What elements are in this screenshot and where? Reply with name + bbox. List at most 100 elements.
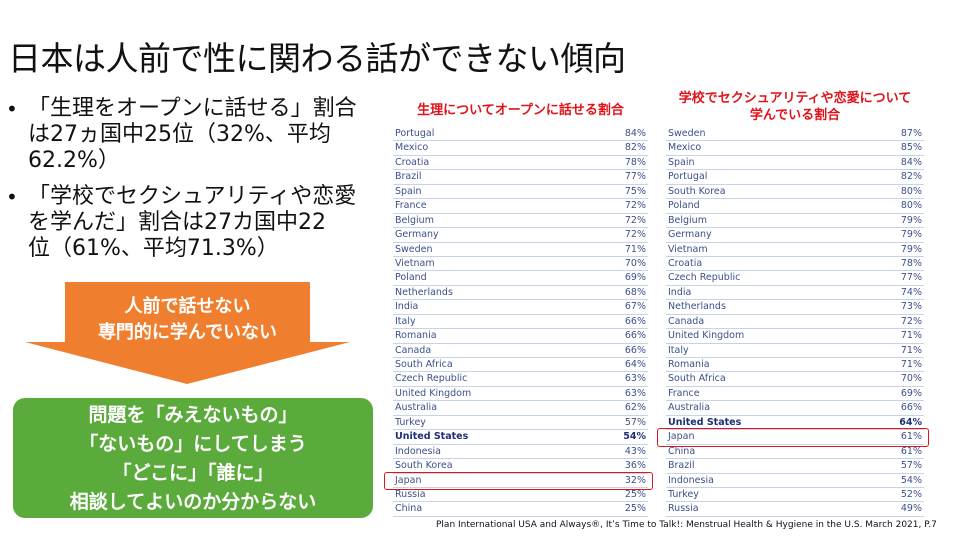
country-name: United Kingdom (395, 387, 472, 399)
country-name: Croatia (668, 257, 703, 269)
slide-title: 日本は人前で性に関わる話ができない傾向 (8, 39, 626, 78)
table-row: Turkey 52% (666, 488, 924, 503)
table-learned-at-school: 学校でセクシュアリティや恋愛について 学んでいる割合 Sweden 87% Mexi… (657, 90, 929, 520)
country-name: Brazil (668, 460, 695, 472)
table-row: Sweden 71% (393, 243, 648, 257)
table-row: Belgium 79% (666, 214, 924, 229)
percent-value: 74% (900, 286, 922, 298)
table-row: United States 64% (666, 416, 924, 431)
country-name: Romania (668, 359, 710, 370)
percent-value: 70% (900, 373, 922, 385)
country-name: Turkey (395, 416, 426, 428)
table-row: China 25% (393, 502, 648, 517)
country-name: Indonesia (395, 445, 441, 457)
table-row: Mexico 85% (666, 141, 924, 156)
percent-value: 79% (900, 214, 922, 226)
country-name: Czech Republic (668, 272, 741, 284)
table-row: Portugal 84% (393, 127, 648, 142)
table-row: Germany 79% (666, 228, 924, 243)
country-name: Japan (668, 431, 695, 443)
percent-value: 25% (624, 503, 646, 515)
percent-value: 80% (900, 185, 922, 197)
country-name: United States (395, 431, 469, 443)
percent-value: 70% (624, 257, 646, 269)
country-name: Mexico (395, 142, 429, 154)
table-row: Spain 75% (393, 185, 648, 200)
percent-value: 82% (624, 142, 646, 154)
table-header: 生理についてオープンに話せる割合 (417, 103, 624, 118)
percent-value: 25% (624, 488, 646, 500)
japan-highlight-box (657, 428, 929, 447)
percent-value: 79% (900, 229, 922, 241)
percent-value: 36% (624, 460, 646, 472)
table-row: Poland 69% (393, 271, 648, 286)
percent-value: 32% (624, 474, 646, 486)
table-row: Italy 66% (393, 315, 648, 330)
country-name: Belgium (668, 214, 707, 226)
country-name: Canada (668, 315, 705, 327)
percent-value: 82% (900, 171, 922, 183)
percent-value: 71% (900, 330, 922, 342)
country-name: Netherlands (395, 286, 453, 298)
country-name: South Africa (395, 359, 453, 370)
table-row: Canada 72% (666, 315, 924, 330)
percent-value: 69% (900, 387, 922, 399)
table-row: Spain 84% (666, 156, 924, 171)
country-name: India (395, 301, 419, 313)
table-row: Japan 32% (393, 474, 648, 488)
country-name: Poland (668, 200, 700, 212)
country-name: France (395, 200, 427, 212)
country-name: Italy (395, 315, 416, 327)
bullet-dot: • (6, 97, 18, 121)
bullet-list: • 「生理をオープンに話せる」割合 は27ヵ国中25位（32%、平均 62.2%… (6, 96, 376, 272)
percent-value: 43% (624, 445, 646, 457)
percent-value: 66% (624, 344, 646, 356)
table-row: Germany 72% (393, 228, 648, 243)
percent-value: 61% (900, 445, 922, 457)
percent-value: 54% (900, 474, 922, 486)
percent-value: 49% (900, 503, 922, 515)
table-row: United Kingdom 71% (666, 329, 924, 344)
table-row: South Africa 70% (666, 372, 924, 387)
percent-value: 79% (900, 243, 922, 255)
table-row: Indonesia 54% (666, 474, 924, 488)
country-name: United States (668, 416, 742, 428)
percent-value: 62% (624, 402, 646, 414)
table-row: India 67% (393, 300, 648, 315)
table-row: South Korea 36% (393, 459, 648, 474)
bullet-dot: • (6, 185, 18, 209)
table-row: Czech Republic 63% (393, 372, 648, 387)
table-row: Canada 66% (393, 344, 648, 358)
table-row: Brazil 77% (393, 170, 648, 185)
percent-value: 80% (900, 200, 922, 212)
percent-value: 63% (624, 387, 646, 399)
percent-value: 69% (624, 272, 646, 284)
country-name: Germany (395, 229, 439, 241)
table-header: 学校でセクシュアリティや恋愛について 学んでいる割合 (678, 91, 912, 123)
table-row: Romania 71% (666, 358, 924, 373)
country-name: Spain (668, 156, 695, 168)
country-name: Romania (395, 330, 437, 342)
down-arrow-shape (25, 282, 350, 384)
country-name: Indonesia (668, 474, 714, 486)
arrow-text: 人前で話せない 専門的に学んでいない (97, 296, 278, 343)
table-row: Australia 62% (393, 401, 648, 416)
percent-value: 77% (624, 171, 646, 183)
percent-value: 77% (900, 272, 922, 284)
country-name: India (668, 286, 692, 298)
percent-value: 52% (900, 488, 922, 500)
percent-value: 72% (624, 200, 646, 212)
country-name: Portugal (395, 128, 435, 139)
country-name: Vietnam (668, 243, 708, 255)
percent-value: 72% (900, 315, 922, 327)
country-name: South Korea (668, 185, 726, 197)
percent-value: 64% (624, 359, 646, 370)
country-name: Portugal (668, 171, 708, 183)
table-row: United States 54% (393, 430, 648, 445)
country-name: Brazil (395, 171, 422, 183)
country-name: Czech Republic (395, 373, 468, 385)
table-rows: Sweden 87% Mexico 85% Spain 84% Portugal 82% Sou… (666, 127, 924, 517)
table-row: China 61% (666, 445, 924, 460)
percent-value: 87% (900, 128, 922, 139)
table-row: Portugal 82% (666, 170, 924, 185)
